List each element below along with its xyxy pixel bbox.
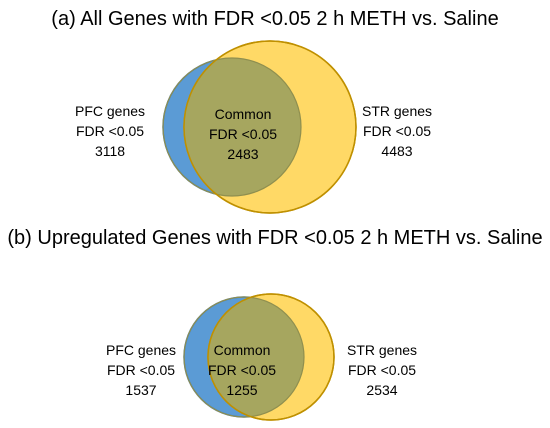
- overlap-region-a: [184, 58, 301, 196]
- venn-a: [162, 40, 357, 214]
- pfc-threshold-b: FDR <0.05: [106, 362, 176, 378]
- str-name-a: STR genes: [361, 103, 433, 119]
- pfc-threshold-a: FDR <0.05: [75, 123, 145, 139]
- common-name-a: Common: [214, 106, 272, 122]
- pfc-count-a: 3118: [94, 143, 126, 159]
- common-label-b: Common FDR <0.05 1255: [208, 340, 276, 400]
- common-count-a: 2483: [227, 146, 259, 162]
- str-count-a: 4483: [381, 143, 413, 159]
- panel-b-title: (b) Upregulated Genes with FDR <0.05 2 h…: [7, 227, 543, 249]
- pfc-label-b: PFC genes FDR <0.05 1537: [106, 340, 176, 400]
- common-threshold-a: FDR <0.05: [208, 126, 278, 142]
- pfc-name-a: PFC genes: [74, 103, 146, 119]
- str-name-b: STR genes: [346, 342, 418, 358]
- common-count-b: 1255: [226, 382, 258, 398]
- pfc-name-b: PFC genes: [105, 342, 177, 358]
- panel-a-title: (a) All Genes with FDR <0.05 2 h METH vs…: [51, 8, 499, 30]
- common-threshold-b: FDR <0.05: [207, 362, 277, 378]
- str-threshold-b: FDR <0.05: [347, 362, 417, 378]
- str-threshold-a: FDR <0.05: [362, 123, 432, 139]
- pfc-count-b: 1537: [125, 382, 157, 398]
- pfc-label-a: PFC genes FDR <0.05 3118: [75, 101, 145, 161]
- str-label-a: STR genes FDR <0.05 4483: [362, 101, 432, 161]
- venn-b: [183, 293, 335, 421]
- common-name-b: Common: [213, 342, 271, 358]
- str-label-b: STR genes FDR <0.05 2534: [347, 340, 417, 400]
- str-count-b: 2534: [366, 382, 398, 398]
- common-label-a: Common FDR <0.05 2483: [209, 104, 277, 164]
